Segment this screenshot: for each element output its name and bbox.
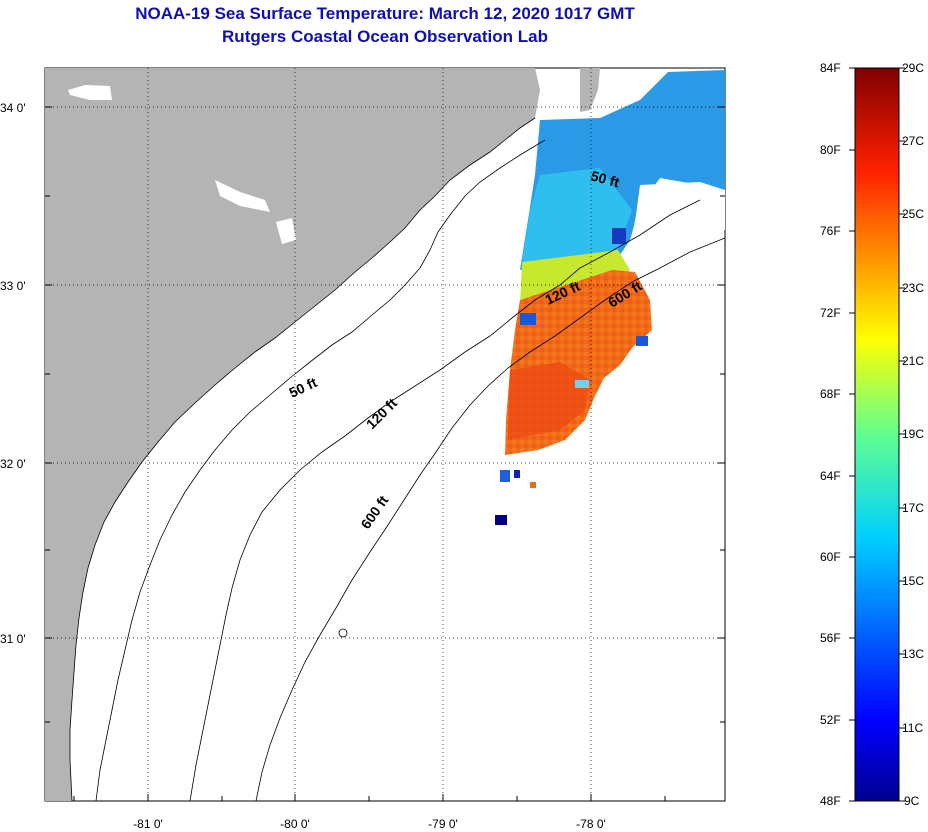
cool-patch bbox=[500, 470, 510, 482]
isobath-120ft bbox=[189, 199, 701, 801]
cloud-gap bbox=[628, 182, 725, 268]
map-subtitle: Rutgers Coastal Ocean Observation Lab bbox=[222, 27, 548, 46]
colorbar-f-label: 52F bbox=[820, 713, 841, 727]
colorbar-c-label: 17C bbox=[902, 501, 925, 515]
lon-label: -78 0' bbox=[576, 817, 606, 831]
colorbar-f-label: 84F bbox=[820, 61, 841, 75]
cool-patch bbox=[495, 515, 507, 525]
inland-lake bbox=[215, 180, 270, 212]
colorbar-c-label: 9C bbox=[904, 794, 920, 808]
sst-swath-cool-band bbox=[522, 168, 632, 262]
cool-patch bbox=[530, 482, 536, 488]
colorbar-c-label: 21C bbox=[902, 354, 925, 368]
frame-ticks bbox=[45, 106, 725, 801]
colorbar-c-label: 29C bbox=[902, 61, 925, 75]
colorbar-c-label: 23C bbox=[902, 281, 925, 295]
lat-label: 31 0' bbox=[0, 632, 26, 646]
grid-lines bbox=[45, 68, 725, 801]
colorbar-ticks bbox=[849, 67, 905, 802]
cool-patch bbox=[520, 313, 536, 325]
colorbar-c-label: 13C bbox=[902, 647, 925, 661]
lat-label: 34 0' bbox=[0, 101, 26, 115]
northeast-land bbox=[580, 68, 600, 112]
land-mass bbox=[45, 68, 540, 801]
lat-label: 33 0' bbox=[0, 279, 26, 293]
sst-swath-hot bbox=[508, 362, 590, 440]
lon-label: -80 0' bbox=[280, 817, 310, 831]
cool-patch bbox=[514, 470, 520, 478]
colorbar-c-label: 15C bbox=[902, 574, 925, 588]
colorbar-c-label: 27C bbox=[902, 134, 925, 148]
isobath-600ft bbox=[255, 237, 725, 801]
colorbar-f-label: 72F bbox=[820, 306, 841, 320]
map-title: NOAA-19 Sea Surface Temperature: March 1… bbox=[135, 4, 635, 23]
colorbar-f-label: 64F bbox=[820, 469, 841, 483]
coastline bbox=[69, 117, 536, 801]
inland-lake bbox=[68, 85, 112, 100]
lat-label: 32 0' bbox=[0, 457, 26, 471]
colorbar-f-label: 60F bbox=[820, 550, 841, 564]
colorbar-f-label: 76F bbox=[820, 224, 841, 238]
colorbar-f-label: 48F bbox=[820, 794, 841, 808]
colorbar-c-label: 19C bbox=[902, 427, 925, 441]
colorbar-f-label: 80F bbox=[820, 143, 841, 157]
isobath-50ft bbox=[95, 139, 546, 801]
colorbar-c-label: 25C bbox=[902, 207, 925, 221]
lon-label: -79 0' bbox=[428, 817, 458, 831]
colorbar-c-label: 11C bbox=[902, 721, 924, 735]
lon-label: -81 0' bbox=[133, 817, 163, 831]
colorbar-f-label: 68F bbox=[820, 387, 841, 401]
cool-patch bbox=[612, 228, 626, 244]
colorbar-f-label: 56F bbox=[820, 631, 841, 645]
isobath-seamount bbox=[338, 628, 348, 638]
isobath-label-50ft: 50 ft bbox=[589, 167, 621, 190]
inland-lake bbox=[276, 218, 296, 244]
cool-patch bbox=[575, 380, 589, 388]
colorbar bbox=[854, 67, 900, 802]
cool-patch bbox=[636, 336, 648, 346]
